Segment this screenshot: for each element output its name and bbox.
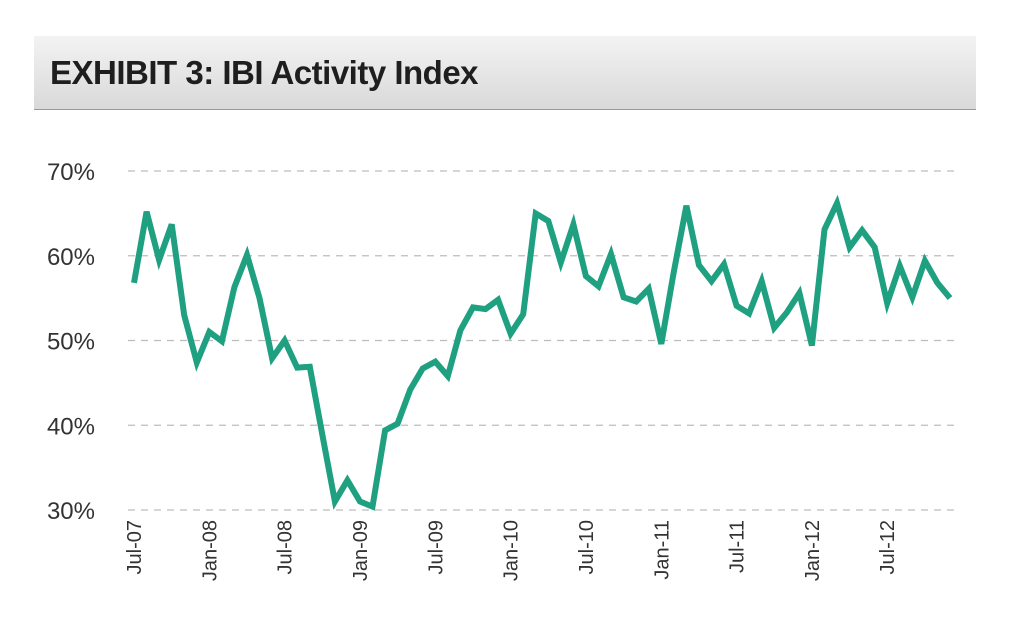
data-point bbox=[294, 365, 300, 371]
series-layer bbox=[131, 194, 953, 511]
data-point bbox=[370, 504, 376, 510]
y-tick-label: 50% bbox=[47, 329, 95, 356]
data-point bbox=[721, 261, 727, 267]
data-point bbox=[169, 221, 175, 227]
data-point bbox=[784, 310, 790, 316]
data-point bbox=[470, 304, 476, 310]
series-line-ibi-activity-index bbox=[131, 194, 953, 511]
x-tick-label: Jul-07 bbox=[124, 520, 146, 574]
data-point bbox=[671, 269, 677, 275]
data-point bbox=[156, 257, 162, 263]
data-point bbox=[847, 244, 853, 250]
data-point bbox=[633, 299, 639, 305]
data-point bbox=[395, 421, 401, 427]
data-point bbox=[319, 432, 325, 438]
data-point bbox=[746, 310, 752, 316]
data-point bbox=[144, 209, 150, 215]
data-point bbox=[658, 341, 664, 347]
data-point bbox=[621, 294, 627, 300]
title-bar: EXHIBIT 3: IBI Activity Index bbox=[34, 36, 976, 110]
data-point bbox=[947, 295, 953, 301]
data-point bbox=[922, 258, 928, 264]
data-point bbox=[420, 365, 426, 371]
data-point bbox=[683, 203, 689, 209]
data-point bbox=[344, 477, 350, 483]
x-tick-label: Jan-09 bbox=[350, 520, 372, 581]
data-point bbox=[407, 387, 413, 393]
y-tick-label: 70% bbox=[47, 159, 95, 186]
data-point bbox=[859, 227, 865, 233]
data-point bbox=[884, 300, 890, 306]
data-point bbox=[834, 200, 840, 206]
data-point bbox=[219, 338, 225, 344]
x-tick-label: Jan-10 bbox=[501, 520, 523, 581]
data-point bbox=[771, 325, 777, 331]
gridlines bbox=[128, 170, 958, 511]
data-point bbox=[332, 499, 338, 505]
data-point bbox=[257, 295, 263, 301]
data-point bbox=[131, 280, 137, 286]
data-point bbox=[231, 284, 237, 290]
data-point bbox=[545, 218, 551, 224]
data-point bbox=[583, 273, 589, 279]
data-point bbox=[432, 359, 438, 365]
x-tick-label: Jan-11 bbox=[651, 520, 673, 580]
data-point bbox=[696, 262, 702, 268]
data-point bbox=[206, 329, 212, 335]
data-point bbox=[508, 331, 514, 337]
x-tick-label: Jul-10 bbox=[576, 520, 598, 574]
y-tick-label: 30% bbox=[47, 498, 95, 525]
data-point bbox=[759, 278, 765, 284]
data-point bbox=[595, 283, 601, 289]
data-point bbox=[872, 244, 878, 250]
data-point bbox=[558, 260, 564, 266]
data-point bbox=[796, 290, 802, 296]
data-point bbox=[307, 364, 313, 370]
data-point bbox=[734, 303, 740, 309]
x-tick-label: Jan-12 bbox=[802, 520, 824, 581]
data-point bbox=[244, 252, 250, 258]
data-point bbox=[646, 286, 652, 292]
chart-title: EXHIBIT 3: IBI Activity Index bbox=[50, 54, 479, 91]
data-point bbox=[821, 226, 827, 232]
y-tick-label: 40% bbox=[47, 413, 95, 440]
data-point bbox=[520, 311, 526, 317]
x-tick-label: Jul-12 bbox=[877, 520, 899, 574]
data-point bbox=[533, 210, 539, 216]
data-point bbox=[269, 355, 275, 361]
data-point bbox=[194, 360, 200, 366]
y-tick-label: 60% bbox=[47, 244, 95, 271]
data-point bbox=[934, 280, 940, 286]
data-point bbox=[608, 251, 614, 257]
x-tick-label: Jul-09 bbox=[425, 520, 447, 574]
data-point bbox=[897, 263, 903, 269]
data-point bbox=[457, 327, 463, 333]
data-point bbox=[282, 338, 288, 344]
data-point bbox=[909, 294, 915, 300]
data-point bbox=[708, 278, 714, 284]
x-tick-label: Jan-08 bbox=[199, 520, 221, 581]
data-point bbox=[570, 221, 576, 227]
data-point bbox=[495, 297, 501, 303]
data-point bbox=[357, 499, 363, 505]
x-tick-label: Jul-08 bbox=[275, 520, 297, 574]
y-axis-ticks: 30% 40% 50% 60% 70% bbox=[47, 159, 95, 525]
data-point bbox=[483, 306, 489, 312]
data-point bbox=[382, 427, 388, 433]
data-point bbox=[809, 343, 815, 349]
x-axis-ticks: Jul-07 Jan-08 Jul-08 Jan-09 Jul-09 Jan-10 Jul-… bbox=[124, 520, 899, 581]
x-tick-label: Jul-11 bbox=[727, 520, 749, 573]
data-point bbox=[181, 312, 187, 318]
data-point bbox=[445, 373, 451, 379]
